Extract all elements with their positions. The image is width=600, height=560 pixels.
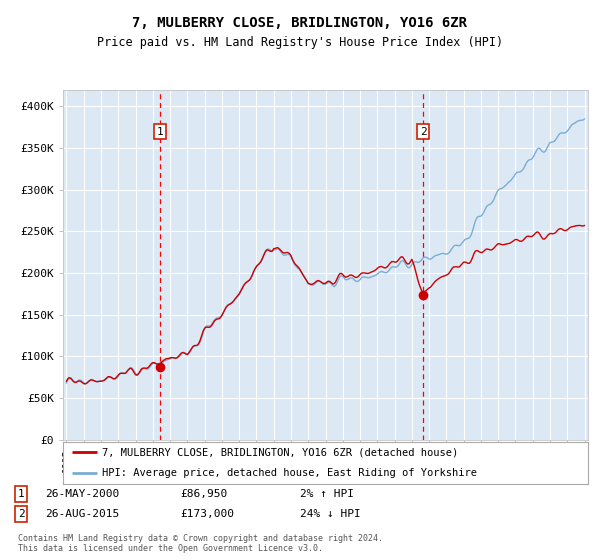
Text: 24% ↓ HPI: 24% ↓ HPI xyxy=(300,509,361,519)
Text: £86,950: £86,950 xyxy=(180,489,227,499)
Text: Contains HM Land Registry data © Crown copyright and database right 2024.
This d: Contains HM Land Registry data © Crown c… xyxy=(18,534,383,553)
Text: 26-MAY-2000: 26-MAY-2000 xyxy=(45,489,119,499)
Text: 2: 2 xyxy=(17,509,25,519)
Text: Price paid vs. HM Land Registry's House Price Index (HPI): Price paid vs. HM Land Registry's House … xyxy=(97,36,503,49)
Text: 26-AUG-2015: 26-AUG-2015 xyxy=(45,509,119,519)
Text: HPI: Average price, detached house, East Riding of Yorkshire: HPI: Average price, detached house, East… xyxy=(103,469,478,478)
Text: 7, MULBERRY CLOSE, BRIDLINGTON, YO16 6ZR (detached house): 7, MULBERRY CLOSE, BRIDLINGTON, YO16 6ZR… xyxy=(103,447,458,458)
Text: 1: 1 xyxy=(157,127,163,137)
Text: 7, MULBERRY CLOSE, BRIDLINGTON, YO16 6ZR: 7, MULBERRY CLOSE, BRIDLINGTON, YO16 6ZR xyxy=(133,16,467,30)
Text: 2: 2 xyxy=(419,127,427,137)
Text: 2% ↑ HPI: 2% ↑ HPI xyxy=(300,489,354,499)
Text: 1: 1 xyxy=(17,489,25,499)
Text: £173,000: £173,000 xyxy=(180,509,234,519)
